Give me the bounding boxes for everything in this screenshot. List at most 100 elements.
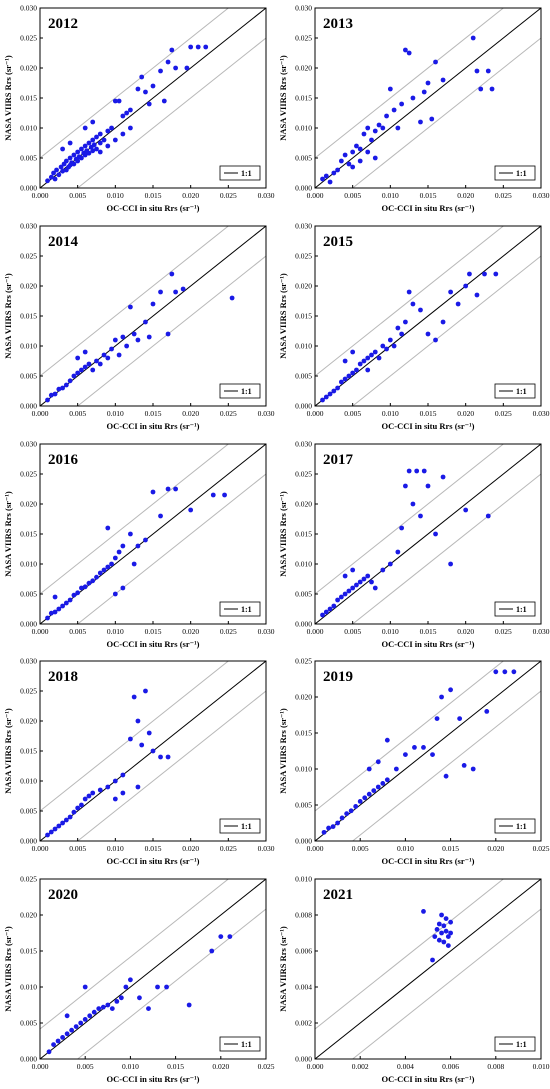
data-point — [448, 687, 453, 693]
y-tick-label: 0.000 — [295, 1055, 312, 1064]
y-tick-label: 0.010 — [20, 983, 37, 992]
data-point — [365, 367, 371, 373]
data-point — [448, 561, 453, 566]
data-point — [342, 573, 348, 578]
x-tick-label: 0.025 — [220, 844, 237, 853]
data-point — [67, 597, 73, 602]
data-point — [425, 483, 431, 488]
data-point — [511, 669, 517, 675]
y-tick-label: 0.010 — [295, 765, 312, 774]
data-point — [376, 355, 382, 361]
y-tick-label: 0.010 — [295, 341, 312, 350]
panel-title: 2015 — [323, 234, 353, 250]
data-point — [120, 772, 126, 778]
data-point — [120, 543, 126, 548]
y-axis-label: NASA VIIRS Rrs (sr⁻¹) — [3, 491, 13, 577]
identity-line — [315, 879, 541, 1060]
x-axis-label: OC-CCI in situ Rrs (sr⁻¹) — [107, 856, 200, 866]
data-point — [326, 826, 331, 831]
data-point — [210, 492, 216, 497]
x-tick-label: 0.010 — [382, 191, 399, 200]
data-point — [362, 795, 368, 801]
data-point — [101, 137, 107, 143]
upper-bound-line — [315, 443, 505, 594]
data-point — [436, 921, 442, 927]
scatter-panel-2018: 0.000 0.005 0.010 0.015 0.020 0.025 0.030 0.000… — [3, 657, 275, 867]
data-point — [79, 146, 84, 152]
axes-frame — [314, 660, 542, 842]
data-point — [143, 688, 148, 694]
y-tick-label: 0.005 — [20, 371, 37, 380]
y-tick-label: 0.005 — [20, 807, 37, 816]
x-tick-label: 0.010 — [382, 409, 399, 418]
data-point — [463, 507, 469, 512]
data-point — [94, 134, 99, 140]
y-tick-label: 0.020 — [295, 499, 312, 508]
x-tick-label: 0.025 — [495, 191, 512, 200]
data-point — [357, 579, 363, 584]
data-point — [361, 131, 367, 137]
legend-box — [219, 165, 261, 181]
data-point — [384, 777, 390, 783]
data-point — [86, 150, 92, 156]
data-point — [131, 694, 137, 700]
y-tick-label: 0.010 — [20, 777, 37, 786]
y-tick-label: 0.000 — [20, 184, 37, 193]
data-point — [124, 343, 130, 349]
data-point — [135, 337, 141, 343]
data-point — [433, 531, 438, 536]
data-point — [391, 107, 397, 113]
data-point — [67, 814, 73, 820]
data-point — [441, 939, 447, 945]
data-point — [82, 125, 88, 131]
panel-title: 2020 — [48, 887, 78, 903]
data-point — [78, 1020, 84, 1026]
data-point — [91, 142, 97, 148]
data-point — [350, 370, 356, 376]
data-point — [485, 68, 491, 74]
data-point — [376, 122, 382, 128]
panel-title: 2016 — [48, 452, 79, 468]
y-tick-label: 0.000 — [20, 401, 37, 410]
x-tick-label: 0.025 — [220, 191, 237, 200]
data-point — [346, 588, 352, 593]
data-point — [52, 609, 58, 614]
data-point — [372, 155, 378, 161]
data-point — [86, 361, 92, 367]
x-tick-label: 0.025 — [495, 627, 512, 636]
data-point — [94, 574, 99, 580]
data-point — [344, 811, 350, 817]
y-tick-label: 0.025 — [295, 657, 312, 666]
data-point — [75, 370, 81, 376]
x-tick-label: 0.000 — [307, 844, 324, 853]
data-point — [105, 355, 111, 361]
legend-label: 1:1 — [516, 605, 527, 614]
data-point — [135, 784, 141, 790]
data-point — [161, 98, 167, 104]
scatter-panel-2012: 0.000 0.005 0.010 0.015 0.020 0.025 0.030 0.000… — [3, 4, 275, 214]
y-tick-label: 0.010 — [295, 124, 312, 133]
data-point — [203, 44, 209, 50]
data-point — [489, 86, 495, 92]
data-point — [118, 995, 124, 1001]
data-point — [399, 525, 405, 530]
data-point — [384, 738, 390, 743]
panel-title: 2021 — [323, 887, 353, 903]
y-tick-label: 0.010 — [20, 124, 37, 133]
data-point — [391, 343, 397, 349]
data-point — [186, 1002, 192, 1008]
x-tick-label: 0.000 — [307, 191, 324, 200]
data-point — [114, 999, 120, 1004]
data-point — [112, 337, 118, 343]
data-point — [63, 158, 69, 164]
data-point — [180, 286, 186, 292]
data-point — [387, 86, 393, 92]
data-point — [327, 179, 333, 185]
data-point — [86, 140, 92, 146]
x-tick-label: 0.015 — [442, 844, 459, 853]
data-point — [112, 796, 118, 802]
data-point — [82, 152, 88, 158]
x-tick-label: 0.015 — [145, 627, 162, 636]
data-point — [384, 346, 389, 352]
x-tick-label: 0.025 — [495, 409, 512, 418]
